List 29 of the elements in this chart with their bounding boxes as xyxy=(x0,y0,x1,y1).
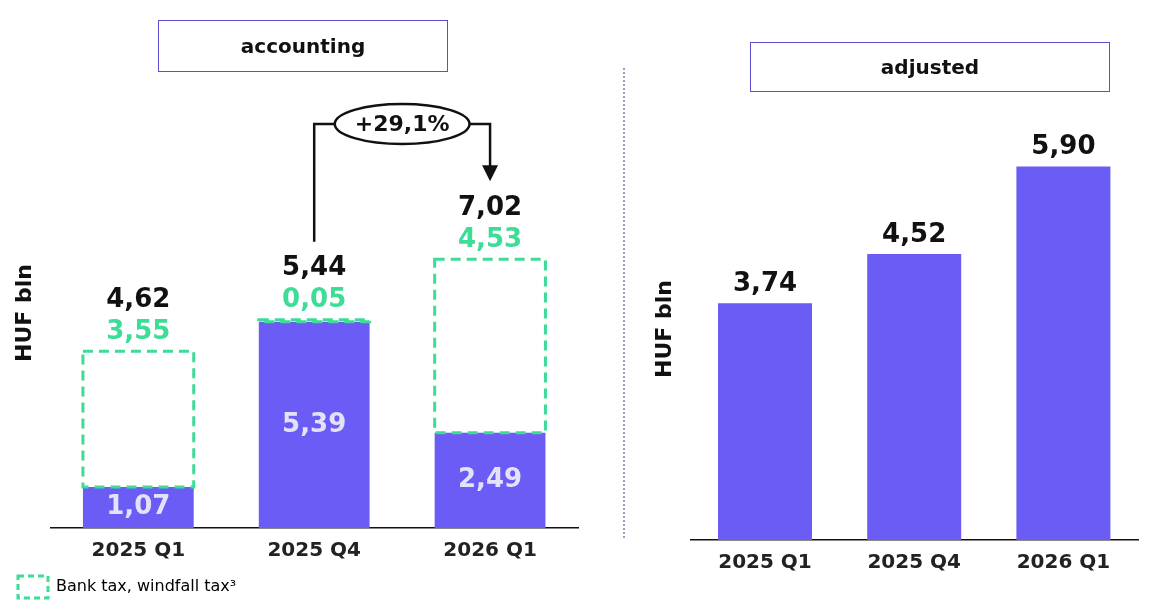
data-label: 3,55 xyxy=(106,314,171,345)
data-label: 3,74 xyxy=(732,267,798,298)
total-label: 5,44 xyxy=(282,251,347,282)
bar xyxy=(434,432,546,528)
x-tick-label: 2025 Q4 xyxy=(267,537,361,562)
legend-label: Bank tax, windfall tax³ xyxy=(56,576,237,596)
bar xyxy=(257,318,372,324)
data-label: 0,05 xyxy=(282,283,347,314)
data-label: 4,53 xyxy=(457,223,523,253)
x-tick-label: 2025 Q1 xyxy=(91,537,186,562)
data-label: 5,39 xyxy=(282,407,347,438)
total-label: 4,62 xyxy=(106,282,171,313)
data-label: 5,90 xyxy=(1031,130,1096,161)
data-label: 2,49 xyxy=(457,463,523,494)
bar xyxy=(81,349,196,489)
x-tick-label: 2026 Q1 xyxy=(443,537,537,562)
data-label: 4,52 xyxy=(882,217,947,248)
x-tick-label: 2026 Q1 xyxy=(1016,549,1111,574)
bar xyxy=(433,257,547,435)
x-tick-label: 2025 Q1 xyxy=(718,549,812,574)
chart-title: adjusted xyxy=(750,42,1110,92)
total-label: 7,02 xyxy=(457,191,523,221)
y-axis-title: HUF bln xyxy=(10,264,36,362)
chart-title: accounting xyxy=(158,20,448,72)
y-axis-title: HUF bln xyxy=(650,280,676,378)
text: +29,1% xyxy=(354,110,450,136)
x-tick-label: 2025 Q4 xyxy=(867,549,961,574)
data-label: 1,07 xyxy=(106,490,171,521)
bar xyxy=(258,321,370,528)
